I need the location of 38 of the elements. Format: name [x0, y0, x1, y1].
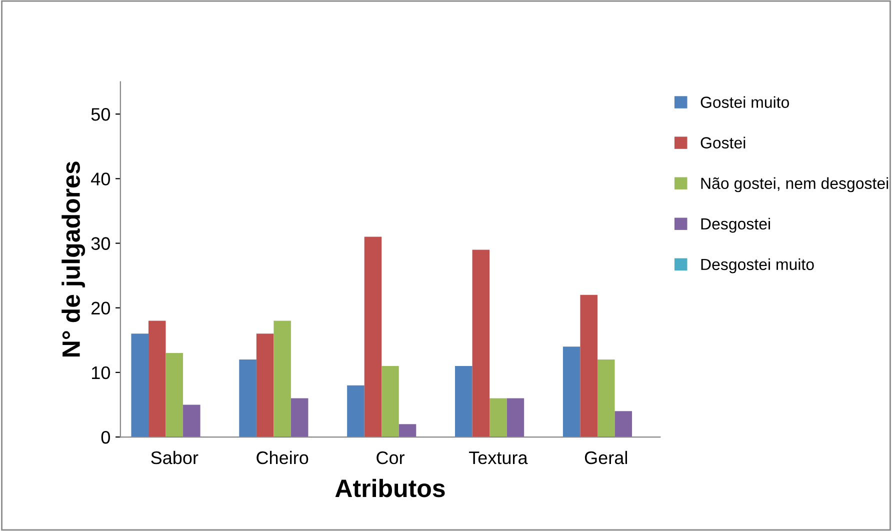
y-tick-label: 0: [101, 430, 110, 444]
y-tick-label: 50: [91, 108, 110, 121]
bar: [562, 346, 580, 438]
bar: [382, 366, 399, 438]
bar: [183, 404, 200, 438]
bar: [398, 424, 416, 438]
legend-label: Gostei muito: [700, 96, 789, 108]
legend-label: Gostei: [700, 136, 746, 148]
bar: [239, 360, 256, 438]
bar: [166, 353, 184, 438]
x-tick-label: Cheiro: [256, 450, 308, 464]
y-tick-label: 40: [91, 172, 110, 186]
bar: [614, 411, 632, 438]
bar: [131, 334, 148, 438]
x-tick-label: Geral: [584, 450, 627, 464]
bar: [364, 236, 382, 438]
x-axis-title: Atributos: [335, 478, 445, 498]
bar: [580, 294, 598, 438]
bar: [274, 320, 291, 438]
bar: [472, 250, 490, 438]
bar: [148, 320, 166, 438]
bar: [455, 366, 472, 438]
y-tick-label: 30: [91, 237, 110, 250]
bar: [597, 360, 615, 438]
legend-label: Desgostei: [701, 218, 770, 233]
bar: [490, 398, 507, 438]
x-tick-label: Cor: [376, 451, 404, 464]
bar: [256, 334, 274, 438]
bar: [506, 398, 524, 438]
y-tick-label: 20: [92, 302, 110, 315]
legend-label: Desgostei muito: [701, 258, 814, 274]
bar: [347, 385, 364, 438]
x-tick-label: Textura: [468, 452, 528, 464]
y-axis-title: N° de julgadores: [62, 162, 86, 356]
legend-label: Não gostei, nem desgostei: [701, 177, 888, 192]
x-tick-label: Sabor: [151, 450, 198, 464]
bar: [290, 398, 308, 438]
y-tick-label: 10: [92, 366, 110, 380]
